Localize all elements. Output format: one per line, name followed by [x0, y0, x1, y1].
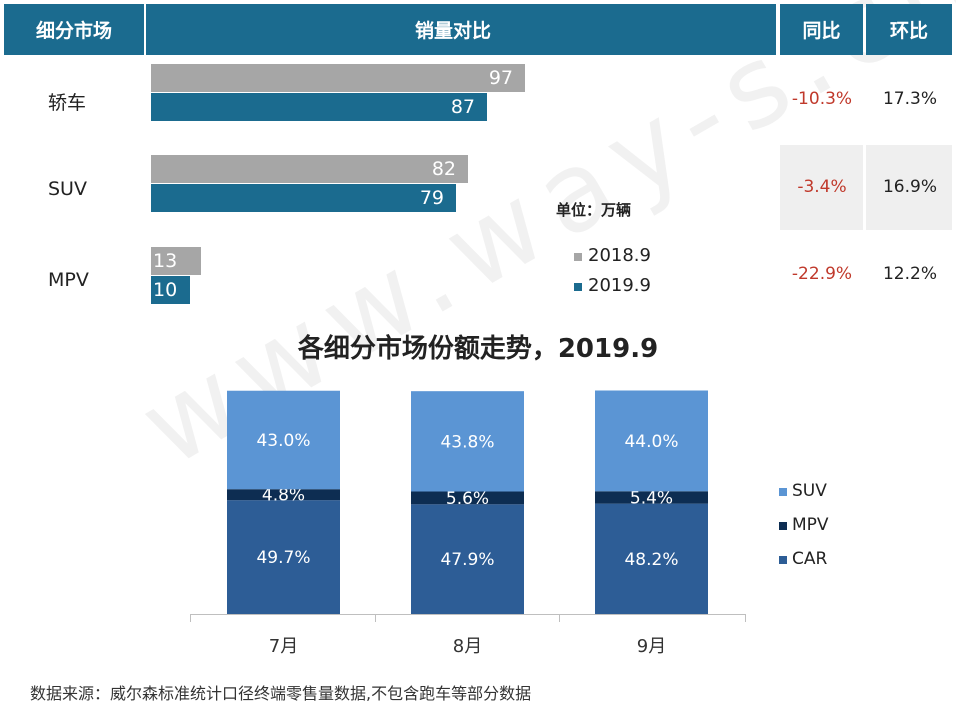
header-yoy-label: 同比 [802, 20, 841, 42]
legend-car-swatch [779, 556, 787, 564]
legend-2019-swatch [574, 283, 582, 291]
header-sales-compare-label: 销量对比 [414, 20, 491, 42]
data-label-mpv-aug: 5.6% [446, 489, 489, 509]
segment-car-sep [595, 503, 708, 614]
yoy-cell-suv-bg [780, 145, 863, 230]
header-segment-label: 细分市场 [35, 20, 112, 42]
header-mom-label: 环比 [889, 20, 928, 42]
legend-mpv-label: MPV [792, 515, 829, 535]
data-label-mpv-jul: 4.8% [262, 486, 305, 506]
data-label-suv-jul: 43.0% [256, 431, 310, 451]
bar-sedan-2019-label: 87 [450, 96, 475, 118]
bar-sedan-2018-label: 97 [488, 67, 513, 89]
segment-mpv-aug [411, 491, 524, 505]
mom-cell-suv-bg [866, 145, 952, 230]
row-label-sedan: 轿车 [48, 92, 87, 114]
source-note: 数据来源：威尔森标准统计口径终端零售量数据,不包含跑车等部分数据 [30, 684, 532, 703]
x-tick-label-jul: 7月 [269, 636, 298, 657]
x-tick-label-aug: 8月 [453, 636, 482, 657]
segment-suv-sep [595, 390, 708, 492]
segment-car-aug [411, 504, 524, 614]
legend-2018-label: 2018.9 [588, 245, 651, 266]
yoy-sedan: -10.3% [791, 89, 853, 109]
segment-mpv-jul [227, 489, 340, 501]
bar-sedan-2018: 97 [151, 64, 525, 92]
bar-sedan-2019: 87 [151, 93, 487, 121]
unit-label: 单位：万辆 [556, 201, 632, 219]
segment-suv-jul [227, 390, 340, 490]
x-tick-label-sep: 9月 [637, 636, 666, 657]
bar-suv-2019: 79 [151, 184, 456, 212]
data-label-suv-aug: 43.8% [440, 432, 494, 452]
header-sales-compare: 销量对比 [146, 4, 776, 55]
legend-car-label: CAR [792, 549, 828, 569]
mom-mpv: 12.2% [882, 264, 937, 284]
row-label-suv: SUV [48, 178, 87, 200]
bar-mpv-2018-label: 13 [153, 250, 178, 272]
header-segment: 细分市场 [4, 4, 144, 55]
legend-2019-label: 2019.9 [588, 275, 651, 296]
header-mom: 环比 [866, 4, 952, 55]
chart-title: 各细分市场份额走势，2019.9 [297, 334, 659, 364]
mom-suv: 16.9% [882, 177, 937, 197]
data-label-car-sep: 48.2% [624, 550, 678, 570]
header-yoy: 同比 [780, 4, 863, 55]
data-label-mpv-sep: 5.4% [630, 488, 673, 508]
legend-suv-label: SUV [792, 481, 827, 501]
bar-mpv-2019-label: 10 [153, 279, 178, 301]
mom-sedan: 17.3% [882, 89, 937, 109]
yoy-suv: -3.4% [797, 177, 847, 197]
legend-suv-swatch [779, 488, 787, 496]
row-label-mpv: MPV [48, 269, 89, 291]
legend-mpv-swatch [779, 522, 787, 530]
bar-suv-2018-label: 82 [431, 158, 456, 180]
bar-mpv-2018: 13 [151, 247, 201, 275]
legend-2018-swatch [574, 253, 582, 261]
segment-suv-aug [411, 391, 524, 492]
yoy-mpv: -22.9% [791, 264, 853, 284]
segment-car-jul [227, 500, 340, 614]
data-label-car-aug: 47.9% [440, 550, 494, 570]
data-label-car-jul: 49.7% [256, 548, 310, 568]
segment-mpv-sep [595, 491, 708, 504]
bar-suv-2018: 82 [151, 155, 468, 183]
data-label-suv-sep: 44.0% [624, 432, 678, 452]
bar-suv-2019-label: 79 [419, 187, 444, 209]
bar-mpv-2019: 10 [151, 276, 190, 304]
